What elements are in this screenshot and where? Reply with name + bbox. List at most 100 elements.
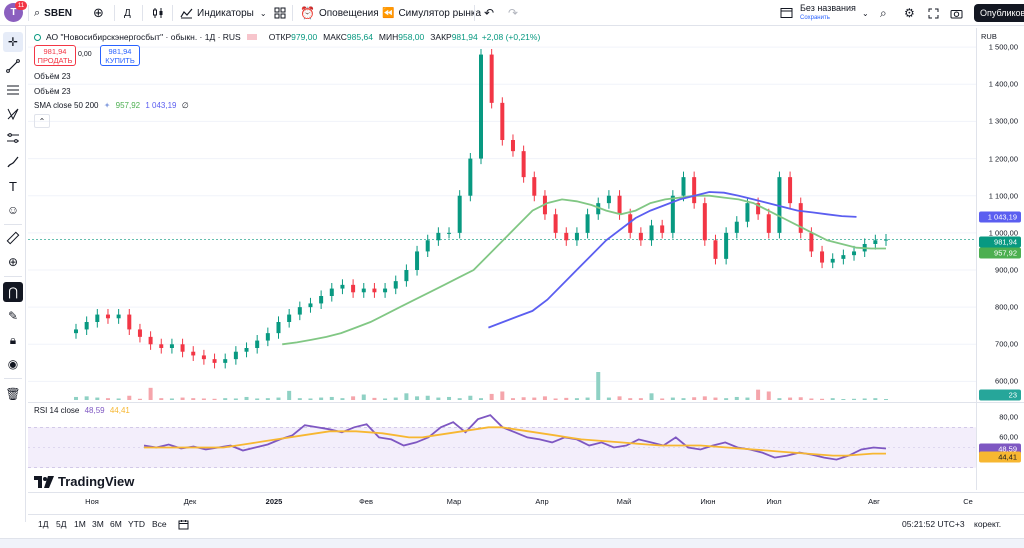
candle-body: [564, 232, 569, 241]
magnifier-icon: ⌕: [880, 5, 887, 20]
alerts-button[interactable]: ⏰ Оповещения: [300, 0, 379, 26]
clock-timezone[interactable]: 05:21:52 UTC+3: [902, 519, 965, 529]
range-3m[interactable]: 3М: [92, 519, 104, 529]
indicators-label: Индикаторы: [197, 7, 254, 19]
redo-button[interactable]: ↷: [508, 0, 518, 26]
adjust-button[interactable]: корект.: [974, 519, 1002, 529]
pane-divider[interactable]: [28, 402, 1024, 403]
candle-body: [287, 314, 292, 322]
chevron-up-icon: ⌃: [38, 116, 46, 126]
low-label: МИН: [378, 32, 399, 42]
rsi-ma-value-tag[interactable]: 44,41: [979, 451, 1021, 463]
chart-type-button[interactable]: [152, 0, 164, 26]
rsi-pane[interactable]: [28, 405, 976, 490]
volume-bar: [713, 397, 718, 400]
visibility-tool[interactable]: ◉: [3, 354, 23, 374]
interval-button[interactable]: Д: [124, 0, 131, 26]
quick-search-button[interactable]: ⌕: [880, 0, 887, 26]
volume-bar: [596, 372, 601, 400]
drawing-edit-tool[interactable]: ✎: [3, 306, 23, 326]
volume-price-tag[interactable]: 23: [979, 389, 1021, 401]
time-axis-label: Авг: [868, 497, 880, 506]
magnet-tool[interactable]: ⋂: [3, 282, 23, 302]
settings-button[interactable]: ⚙: [904, 0, 915, 26]
layout-menu-button[interactable]: [780, 0, 793, 26]
replay-button[interactable]: ⏪ Симулятор рынка: [382, 0, 481, 26]
sma-settings-icon[interactable]: ✦: [103, 101, 111, 110]
layouts-button[interactable]: [274, 0, 286, 26]
indicators-button[interactable]: Индикаторы ⌄: [180, 0, 267, 26]
candle-body: [425, 240, 430, 252]
last-price-tag[interactable]: 981,94: [979, 236, 1021, 248]
volume-bar: [809, 398, 814, 400]
volume-legend-2[interactable]: Объём 23: [34, 87, 71, 96]
range-all[interactable]: Все: [152, 519, 167, 529]
volume-legend-1[interactable]: Объём 23: [34, 72, 71, 81]
symbol-title[interactable]: АО "Новосибирскэнергосбыт" · обыкн. · 1Д…: [46, 32, 241, 42]
fullscreen-icon: [928, 8, 939, 18]
brush-tool[interactable]: [3, 152, 23, 172]
candle-body: [180, 344, 185, 352]
trend-line-tool[interactable]: [3, 56, 23, 76]
volume-bar: [393, 397, 398, 400]
goto-date-button[interactable]: [178, 519, 189, 532]
range-5d[interactable]: 5Д: [56, 519, 67, 529]
zoom-in-tool[interactable]: ⊕: [3, 252, 23, 272]
symbol-label: SBEN: [44, 7, 72, 19]
candle-body: [329, 288, 334, 296]
sma-legend[interactable]: SMA close 50 200 ✦ 957,92 1 043,19 ∅: [34, 101, 189, 110]
open-value: 979,00: [291, 32, 318, 42]
price-scale[interactable]: RUB 1 500,00 1 400,00 1 300,00 1 200,00 1 10…: [976, 28, 1024, 490]
volume-bar: [308, 398, 313, 400]
fib-tool[interactable]: [3, 80, 23, 100]
rsi-value-tag[interactable]: 48,59: [979, 443, 1021, 455]
volume-bar: [95, 397, 100, 400]
prediction-tool[interactable]: [3, 128, 23, 148]
volume-bar: [137, 398, 142, 400]
alerts-label: Оповещения: [318, 7, 379, 19]
crosshair-tool[interactable]: ✛: [3, 32, 23, 52]
lock-tool[interactable]: 🔒︎: [3, 330, 23, 350]
price-scale-label: 1 500,00: [988, 42, 1018, 52]
layout-save-status[interactable]: Без названия Сохранить: [800, 3, 866, 23]
emoji-tool[interactable]: ☺: [3, 200, 23, 220]
sell-button[interactable]: 981,94 ПРОДАТЬ: [34, 45, 76, 66]
undo-button[interactable]: ↶: [484, 0, 494, 26]
legend-collapse-button[interactable]: ⌃: [34, 114, 50, 128]
rsi-legend[interactable]: RSI 14 close 48,59 44,41: [34, 406, 130, 415]
currency-label[interactable]: RUB: [981, 32, 997, 41]
sma-fast-price-tag[interactable]: 957,92: [979, 247, 1021, 259]
range-ytd[interactable]: YTD: [128, 519, 145, 529]
tradingview-logo[interactable]: TradingView: [34, 474, 134, 489]
flag-icon[interactable]: [246, 34, 257, 40]
volume-bar: [436, 397, 441, 400]
pattern-icon: [7, 108, 19, 121]
layout-dropdown-button[interactable]: ⌄: [862, 0, 869, 26]
indicators-icon: [180, 8, 193, 19]
range-1d[interactable]: 1Д: [38, 519, 49, 529]
range-1m[interactable]: 1М: [74, 519, 86, 529]
volume-bar: [628, 398, 633, 400]
ruler-tool[interactable]: [3, 228, 23, 248]
pattern-tool[interactable]: [3, 104, 23, 124]
sma-slow-price-tag[interactable]: 1 043,19: [979, 211, 1021, 223]
time-axis[interactable]: Ноя Дек 2025 Фев Мар Апр Май Июн Июл Авг Се: [28, 495, 976, 511]
compare-add-button[interactable]: ⊕: [93, 0, 104, 26]
range-6m[interactable]: 6М: [110, 519, 122, 529]
layout-save-link[interactable]: Сохранить: [800, 15, 830, 21]
candle-body: [638, 232, 643, 241]
delete-drawings-tool[interactable]: 🗑︎: [3, 384, 23, 404]
publish-button[interactable]: Опубликов: [974, 4, 1024, 22]
trash-icon: 🗑︎: [5, 387, 21, 401]
zoom-in-icon: ⊕: [7, 255, 19, 269]
symbol-search-button[interactable]: ⌕ SBEN: [34, 0, 72, 26]
toolbar-divider: [474, 5, 475, 21]
rsi-legend-label: RSI 14 close: [34, 406, 80, 415]
volume-bar: [372, 397, 377, 400]
text-tool[interactable]: T: [3, 176, 23, 196]
fullscreen-button[interactable]: [928, 0, 939, 26]
close-label: ЗАКР: [430, 32, 452, 42]
buy-button[interactable]: 981,94 КУПИТЬ: [100, 45, 140, 66]
snapshot-button[interactable]: [950, 0, 963, 26]
price-chart[interactable]: [28, 28, 976, 402]
